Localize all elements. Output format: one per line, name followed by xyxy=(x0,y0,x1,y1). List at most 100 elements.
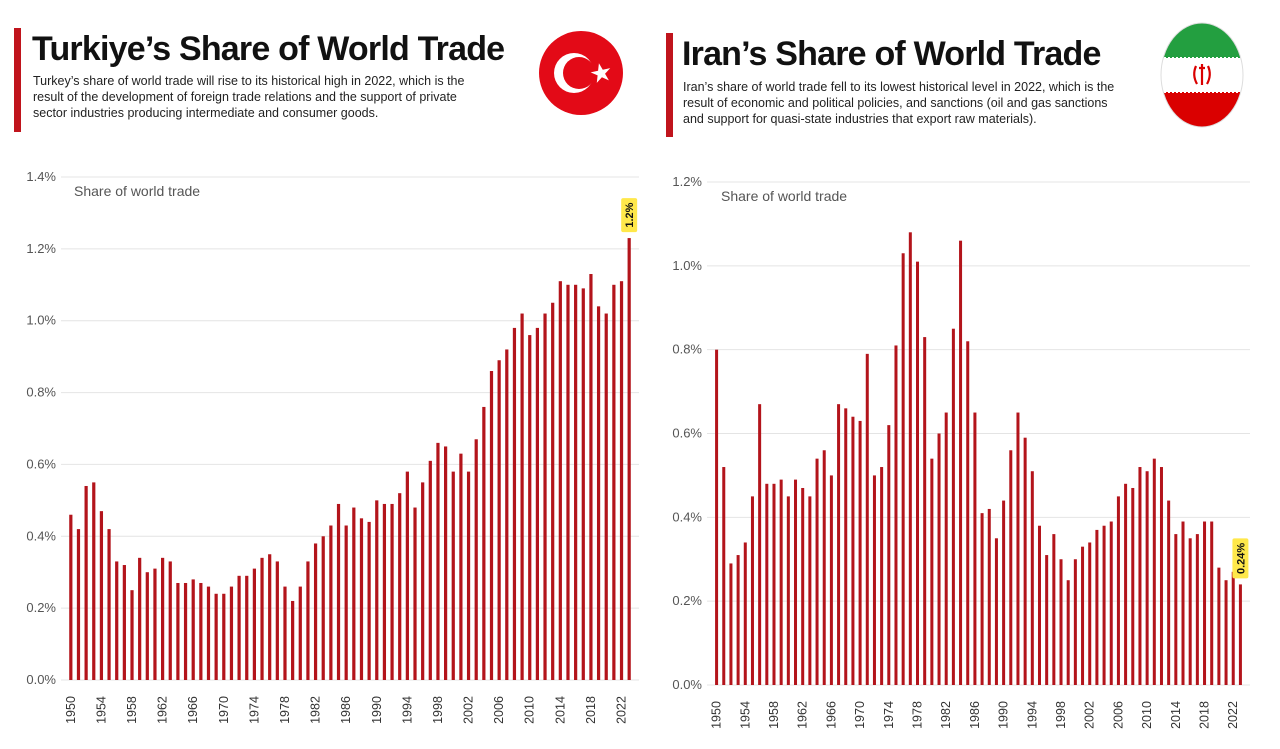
x-tick-label: 1998 xyxy=(431,696,445,724)
bar xyxy=(214,593,218,680)
bar xyxy=(765,483,769,685)
bar xyxy=(1045,555,1049,685)
bar xyxy=(161,557,165,680)
bar xyxy=(405,471,409,680)
x-tick-label: 1954 xyxy=(738,701,752,729)
x-tick-label: 1994 xyxy=(400,696,414,724)
bar xyxy=(1066,580,1070,685)
bar xyxy=(482,406,486,680)
bar xyxy=(138,557,142,680)
chart-title: Turkiye’s Share of World Trade xyxy=(32,30,505,68)
bar xyxy=(1138,467,1142,685)
bar xyxy=(736,555,740,685)
value-callout-box xyxy=(621,198,638,233)
x-tick-label: 1970 xyxy=(853,701,867,729)
y-tick-label: 1.2% xyxy=(672,174,702,189)
x-tick-label: 2014 xyxy=(553,696,567,724)
iran-chart-panel: Iran’s Share of World Trade Iran’s share… xyxy=(640,0,1280,749)
bar xyxy=(222,593,226,680)
bar xyxy=(1131,487,1135,685)
bar xyxy=(466,471,471,680)
bar xyxy=(750,496,754,686)
bar xyxy=(808,496,812,686)
bar xyxy=(829,475,833,685)
x-tick-label: 1978 xyxy=(278,696,292,724)
bar xyxy=(1037,525,1041,685)
bar xyxy=(199,582,203,680)
bar xyxy=(122,565,126,680)
title-accent-bar xyxy=(14,28,21,132)
bar xyxy=(130,590,134,680)
bar xyxy=(612,284,616,680)
bar xyxy=(1023,437,1027,685)
bar xyxy=(1174,534,1178,685)
bar xyxy=(275,561,279,680)
bar xyxy=(558,281,562,680)
bar xyxy=(183,582,188,680)
bar xyxy=(1224,580,1228,685)
bar xyxy=(352,507,356,680)
y-tick-label: 0.0% xyxy=(26,672,56,687)
bar xyxy=(489,371,494,680)
bar xyxy=(306,561,310,680)
bar xyxy=(528,335,532,680)
y-tick-label: 0.2% xyxy=(26,600,56,615)
subtitle-line: sector industries producing intermediate… xyxy=(33,106,379,120)
y-tick-label: 0.4% xyxy=(26,528,56,543)
x-tick-label: 2002 xyxy=(462,696,476,724)
plot-label: Share of world trade xyxy=(74,183,200,199)
bar xyxy=(758,404,762,685)
bar xyxy=(944,412,948,685)
chart-subtitle: Turkey’s share of world trade will rise … xyxy=(33,73,464,121)
bar xyxy=(1238,584,1242,685)
bar xyxy=(581,288,585,680)
bar xyxy=(1231,571,1235,685)
x-tick-label: 1986 xyxy=(339,696,353,724)
y-tick-label: 1.0% xyxy=(26,313,56,328)
x-tick-label: 1974 xyxy=(247,696,261,724)
turkiye-bar-chart: 0.0% 0.2% 0.4% 0.6% 0.8% 1.0% 1.2% 1.4% Share of… xyxy=(26,169,639,724)
bar xyxy=(930,458,934,685)
turkey-flag-icon xyxy=(539,31,623,115)
x-tick-label: 2022 xyxy=(1226,701,1240,729)
bar xyxy=(1181,521,1185,685)
bar xyxy=(512,327,517,680)
y-tick-label: 0.2% xyxy=(672,593,702,608)
bar xyxy=(722,467,726,685)
bar xyxy=(1059,559,1063,685)
x-tick-label: 1982 xyxy=(309,696,323,724)
bar xyxy=(794,479,798,685)
bar xyxy=(1081,546,1085,685)
bar xyxy=(321,536,325,680)
bar xyxy=(69,514,73,680)
bar xyxy=(229,586,234,680)
bar xyxy=(715,349,719,685)
bar xyxy=(1030,471,1034,685)
value-callout-box xyxy=(1232,538,1249,579)
bar xyxy=(551,302,555,680)
subtitle-line: Turkey’s share of world trade will rise … xyxy=(33,74,465,88)
title-accent-bar xyxy=(666,33,673,137)
bar xyxy=(844,408,848,685)
x-tick-label: 1998 xyxy=(1054,701,1068,729)
bar xyxy=(1095,529,1099,685)
bar xyxy=(851,416,855,685)
bar xyxy=(1159,467,1163,685)
plot-label: Share of world trade xyxy=(721,188,847,204)
y-tick-label: 0.8% xyxy=(672,342,702,357)
bar xyxy=(421,482,425,680)
bar xyxy=(729,563,733,685)
x-tick-label: 1962 xyxy=(156,696,170,724)
x-tick-label: 1990 xyxy=(370,696,384,724)
bar xyxy=(268,554,272,680)
bar xyxy=(375,500,379,680)
bar xyxy=(815,458,819,685)
bar xyxy=(959,240,963,685)
bar xyxy=(436,442,440,680)
bar xyxy=(497,360,501,680)
bar xyxy=(344,525,348,680)
bar xyxy=(543,313,547,680)
chart-title: Iran’s Share of World Trade xyxy=(682,35,1101,73)
bar xyxy=(858,420,862,685)
y-tick-label: 1.4% xyxy=(26,169,56,184)
